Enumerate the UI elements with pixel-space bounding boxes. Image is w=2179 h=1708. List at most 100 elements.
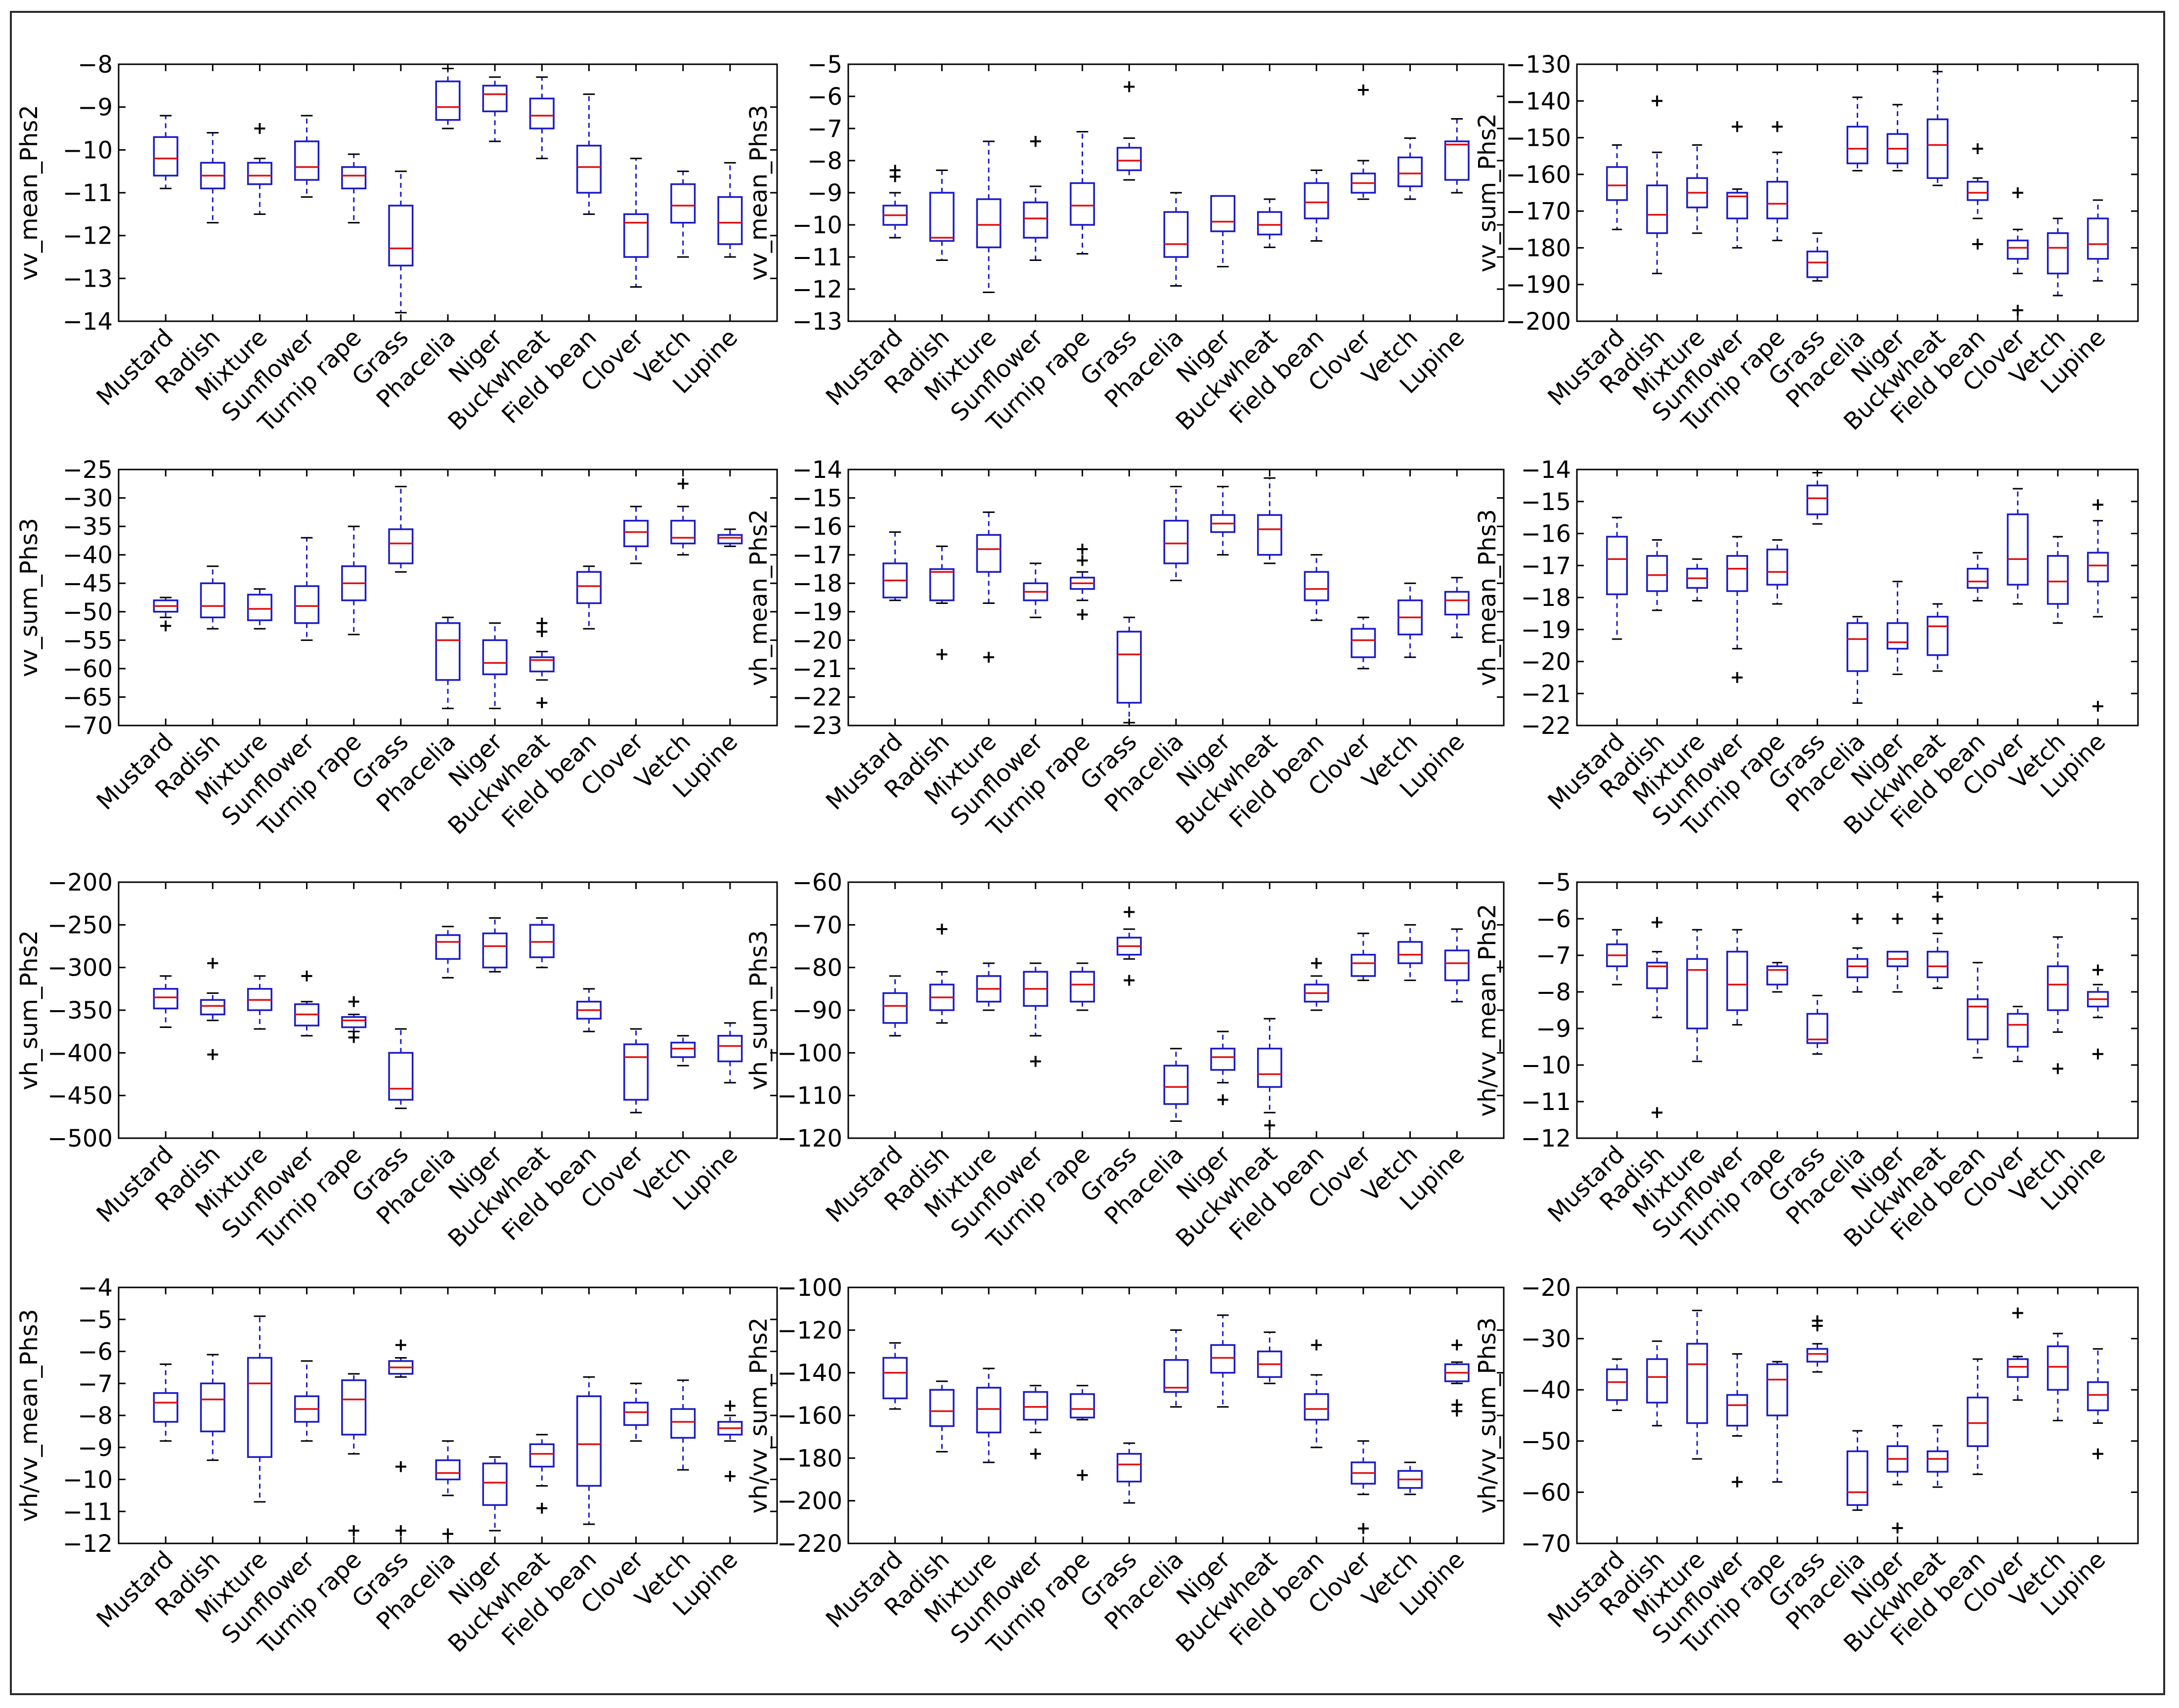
flier-marker [1451,1339,1463,1351]
box-mixture [1686,1310,1708,1460]
flier-marker [1732,672,1743,683]
box-grass [388,1028,414,1110]
flier-marker [395,1525,406,1537]
y-tick-label: −70 [792,911,842,939]
y-axis-label: vh_sum_Phs3 [745,930,773,1090]
box-grass [1806,1315,1829,1373]
box-grass [388,1339,414,1537]
y-tick-label: −50 [1521,1428,1571,1455]
box-body [882,992,908,1024]
y-tick-label: −55 [63,627,113,654]
box-vetch [2047,1332,2069,1421]
box-lupine [2087,964,2109,1060]
box-niger [1886,1425,1909,1534]
y-tick-label: −11 [1521,1088,1571,1116]
box-body [1444,140,1470,181]
box-body [882,1357,908,1400]
y-tick-label: −350 [47,997,113,1025]
box-turnip-rape [341,153,367,224]
box-grass [1806,471,1829,525]
box-buckwheat [1257,1331,1282,1384]
box-body [435,1459,461,1481]
box-body [200,1382,225,1433]
box-phacelia [435,1440,461,1539]
y-tick-label: −15 [792,485,842,512]
flier-marker [1077,609,1088,620]
y-tick-label: −60 [792,869,842,897]
y-tick-label: −120 [777,1317,842,1344]
box-phacelia [1846,616,1869,704]
box-vetch [670,171,696,258]
box-body [670,519,696,545]
y-tick-label: −5 [807,51,842,79]
box-niger [482,622,508,709]
flier-marker [936,649,948,660]
box-phacelia [435,616,461,709]
box-body [1686,958,1708,1029]
box-buckwheat [1926,71,1949,186]
chart-panel-9: −12−11−10−9−8−7−6−5vh/vv_mean_Phs2Mustar… [1474,869,2139,1255]
y-tick-label: −23 [792,712,842,740]
y-tick-label: −35 [63,513,113,541]
box-mixture [1686,929,1708,1063]
flier-marker [1892,913,1903,924]
box-mixture [976,140,1002,293]
box-body [670,1408,696,1439]
y-tick-label: −170 [1506,198,1571,225]
box-phacelia [1163,486,1189,581]
box-body [976,198,1002,249]
box-clover [2006,1307,2029,1401]
box-niger [1210,1314,1236,1408]
y-tick-label: −13 [792,308,842,336]
box-body [294,140,320,181]
box-lupine [2087,199,2109,282]
y-tick-label: −16 [792,513,842,541]
flier-marker [1812,1320,1823,1331]
box-body [435,622,461,681]
box-buckwheat [1257,1018,1282,1131]
box-lupine [2087,1348,2109,1459]
flier-marker [1311,958,1322,969]
y-tick-label: −5 [1536,869,1571,897]
flier-marker [1451,1406,1463,1417]
box-clover [623,1382,649,1442]
axes-frame [118,1286,778,1544]
box-field-bean [576,93,602,215]
flier-marker [207,1049,218,1060]
flier-marker [1077,544,1088,555]
box-turnip-rape [1070,544,1095,620]
axes-frame [118,881,778,1139]
y-tick-label: −180 [1506,234,1571,262]
box-vetch [2047,217,2069,297]
y-tick-label: −9 [78,1434,113,1462]
box-body [1257,1047,1282,1088]
box-radish [1646,539,1668,611]
box-vetch [1397,924,1423,982]
box-phacelia [1846,96,1869,171]
y-tick-label: −140 [1506,87,1571,115]
box-body [623,1043,649,1101]
y-tick-label: −9 [807,179,842,207]
y-tick-label: −6 [78,1338,113,1366]
box-body [388,1052,414,1101]
figure-frame [10,11,2165,1695]
box-body [1163,211,1189,258]
flier-marker [1972,239,1983,250]
box-body [1070,1393,1095,1419]
box-radish [200,132,225,224]
y-tick-label: −19 [792,598,842,626]
y-tick-label: −40 [1521,1376,1571,1404]
flier-marker [936,923,948,935]
flier-marker [2012,1307,2023,1319]
box-sunflower [1023,1385,1048,1459]
box-body [1646,555,1668,592]
box-field-bean [1304,958,1329,1011]
y-tick-label: −100 [777,1039,842,1067]
flier-marker [1652,95,1663,107]
chart-panel-7: −500−450−400−350−300−250−200vh_sum_Phs2M… [15,869,778,1255]
box-vetch [2047,936,2069,1074]
box-body [2047,555,2069,605]
y-axis-label: vh/vv_mean_Phs3 [15,1309,43,1522]
box-body [1257,514,1282,556]
